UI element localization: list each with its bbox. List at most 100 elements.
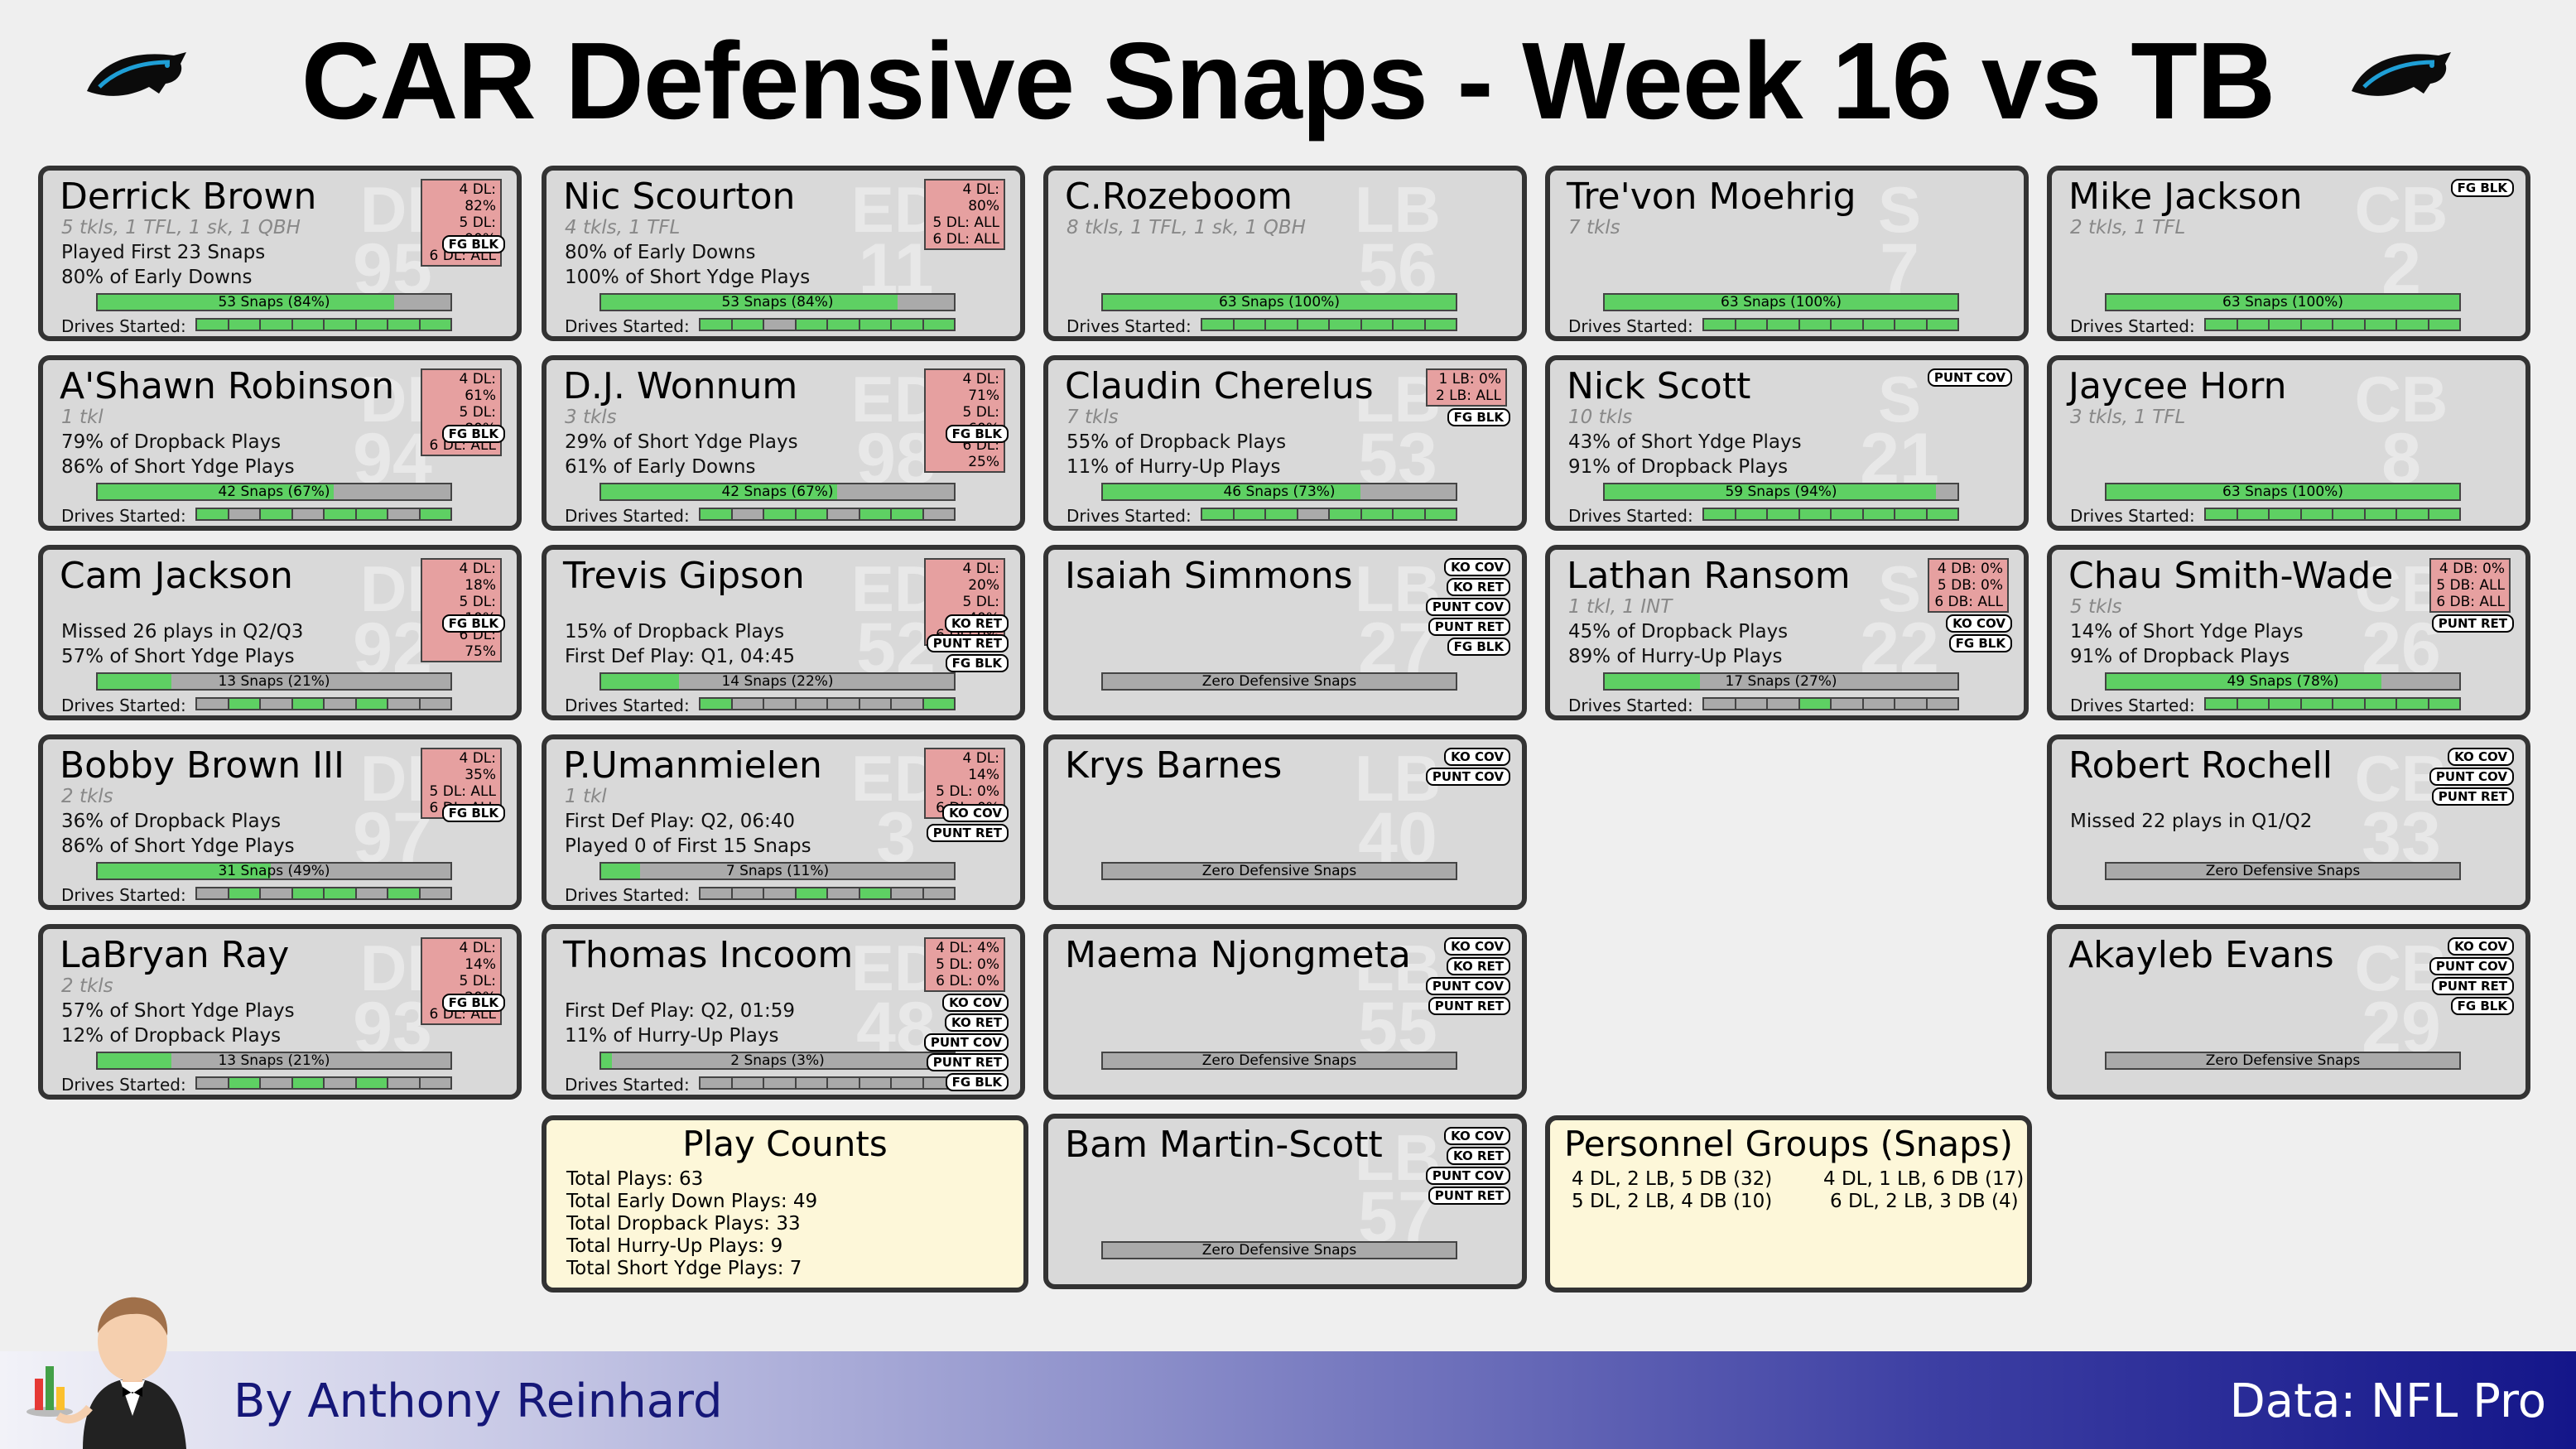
player-card: DI 93 LaBryan Ray 2 tkls 57% of Short Ydge P… <box>38 924 522 1100</box>
special-teams-tag: PUNT COV <box>923 1033 1009 1052</box>
drive-segment <box>1266 320 1298 330</box>
drive-segment <box>1799 509 1832 519</box>
drive-segment <box>197 888 229 898</box>
player-note: 11% of Hurry-Up Plays <box>1067 456 1281 478</box>
player-card: ED 3 P.Umanmielen 1 tkl First Def Play: Q2, … <box>542 734 1025 910</box>
drives-strip <box>195 887 452 900</box>
snap-bar-fill <box>1103 484 1360 499</box>
drive-segment <box>2237 509 2270 519</box>
player-stats: 3 tkls, 1 TFL <box>2070 407 2186 428</box>
drive-segment <box>797 1078 828 1088</box>
player-note: Missed 22 plays in Q1/Q2 <box>2070 811 2313 832</box>
snap-bar-label: 59 Snaps (94%) <box>1725 484 1837 500</box>
snap-bar-label: 53 Snaps (84%) <box>218 294 330 310</box>
player-note: 80% of Early Downs <box>565 242 756 263</box>
player-note: 57% of Short Ydge Plays <box>61 646 295 667</box>
alignment-split: 6 DB: ALL <box>1934 594 2003 610</box>
player-note: 80% of Early Downs <box>61 267 253 288</box>
drive-segment <box>1330 509 1362 519</box>
player-stats: 4 tkls, 1 TFL <box>565 217 681 238</box>
drive-segment <box>292 320 325 330</box>
drive-segment <box>292 888 325 898</box>
special-teams-tag: PUNT RET <box>926 824 1009 842</box>
player-note: 79% of Dropback Plays <box>61 431 282 453</box>
drive-segment <box>292 699 325 709</box>
player-note: 45% of Dropback Plays <box>1568 621 1789 643</box>
snap-bar-fill <box>2107 484 2459 499</box>
snap-bar-fill <box>601 295 898 310</box>
jersey-number-watermark: 22 <box>1860 609 1939 688</box>
special-teams-tag: KO RET <box>1447 1147 1510 1165</box>
special-teams-tag: FG BLK <box>2450 997 2514 1015</box>
player-note: 91% of Dropback Plays <box>1568 456 1789 478</box>
player-grid: DI 95 Derrick Brown 5 tkls, 1 TFL, 1 sk, 1 … <box>38 166 2530 1289</box>
snap-bar: 13 Snaps (21%) <box>96 1052 452 1070</box>
special-teams-tag: KO COV <box>1444 937 1510 956</box>
drives-strip <box>1702 318 1959 331</box>
special-teams-tag: KO RET <box>1447 957 1510 975</box>
alignment-split-box: 4 DB: 0% 5 DB: ALL 6 DB: ALL <box>2429 558 2511 613</box>
drives-strip <box>1201 318 1457 331</box>
panther-logo-left <box>87 52 186 96</box>
player-note: 11% of Hurry-Up Plays <box>565 1025 779 1047</box>
drive-segment <box>701 1078 733 1088</box>
drives-strip <box>2204 697 2461 710</box>
drive-segment <box>197 699 229 709</box>
drive-segment <box>892 888 924 898</box>
snap-bar-fill <box>1605 484 1937 499</box>
drive-segment <box>229 699 261 709</box>
waiter-avatar-icon <box>26 1297 186 1449</box>
jersey-number-watermark: 21 <box>1860 419 1939 498</box>
drive-segment <box>1799 320 1832 330</box>
snap-bar-fill <box>1605 674 1701 689</box>
personnel-group: 4 DL, 2 LB, 5 DB (32) <box>1572 1168 1773 1190</box>
drive-segment <box>732 320 764 330</box>
player-card: LB 27 Isaiah Simmons Zero Defensive Snaps KO… <box>1043 545 1527 720</box>
jersey-number-watermark: 53 <box>1358 419 1437 498</box>
drive-segment <box>2397 320 2429 330</box>
play-counts-title: Play Counts <box>682 1124 888 1164</box>
drives-started-label: Drives Started: <box>61 885 186 905</box>
drives-started-label: Drives Started: <box>1067 316 1192 336</box>
play-count-row: Total Early Down Plays: 49 <box>566 1191 818 1212</box>
snap-bar-label: 63 Snaps (100%) <box>2222 294 2343 310</box>
drive-segment <box>325 888 357 898</box>
drive-segment <box>2206 699 2238 709</box>
position-watermark: CB <box>2354 173 2448 246</box>
drives-started-label: Drives Started: <box>565 506 690 526</box>
player-name: Cam Jackson <box>60 555 293 597</box>
drive-segment <box>2206 509 2238 519</box>
position-watermark: CB <box>2354 363 2448 436</box>
special-teams-tag: PUNT RET <box>1428 997 1510 1015</box>
player-card: ED 48 Thomas Incoom First Def Play: Q2, 01:… <box>542 924 1025 1100</box>
player-note: First Def Play: Q1, 04:45 <box>565 646 795 667</box>
drive-segment <box>701 320 733 330</box>
drive-segment <box>2429 320 2459 330</box>
player-card: LB 55 Maema Njongmeta Zero Defensive Snaps K… <box>1043 924 1527 1100</box>
player-note: 86% of Short Ydge Plays <box>61 456 295 478</box>
position-watermark: S <box>1877 173 1922 246</box>
special-teams-tags: FG BLK <box>441 425 505 443</box>
alignment-split-box: 4 DL: 71%5 DL: 60%6 DL: 25% <box>924 368 1005 473</box>
player-card: LB 57 Bam Martin-Scott Zero Defensive Snaps… <box>1043 1114 1527 1289</box>
player-note: 14% of Short Ydge Plays <box>2070 621 2304 643</box>
special-teams-tag: FG BLK <box>441 804 505 822</box>
drive-segment <box>1927 509 1957 519</box>
snap-bar: 46 Snaps (73%) <box>1101 483 1457 501</box>
drives-strip <box>699 697 956 710</box>
drive-segment <box>1361 320 1394 330</box>
snap-bar-fill <box>601 674 679 689</box>
alignment-split-box: 4 DL: 80% 5 DL: ALL 6 DL: ALL <box>924 179 1005 250</box>
drive-segment <box>923 699 954 709</box>
special-teams-tag: KO COV <box>1946 614 2012 633</box>
play-count-row: Total Plays: 63 <box>566 1168 704 1190</box>
position-watermark: DI <box>360 742 425 815</box>
drive-segment <box>764 1078 797 1088</box>
drive-segment <box>261 1078 293 1088</box>
player-note: Played 0 of First 15 Snaps <box>565 835 811 857</box>
drive-segment <box>1895 699 1928 709</box>
drive-segment <box>1736 509 1768 519</box>
drives-started-label: Drives Started: <box>61 316 186 336</box>
drive-segment <box>325 509 357 519</box>
alignment-split: 4 DL: 14% <box>459 940 496 973</box>
